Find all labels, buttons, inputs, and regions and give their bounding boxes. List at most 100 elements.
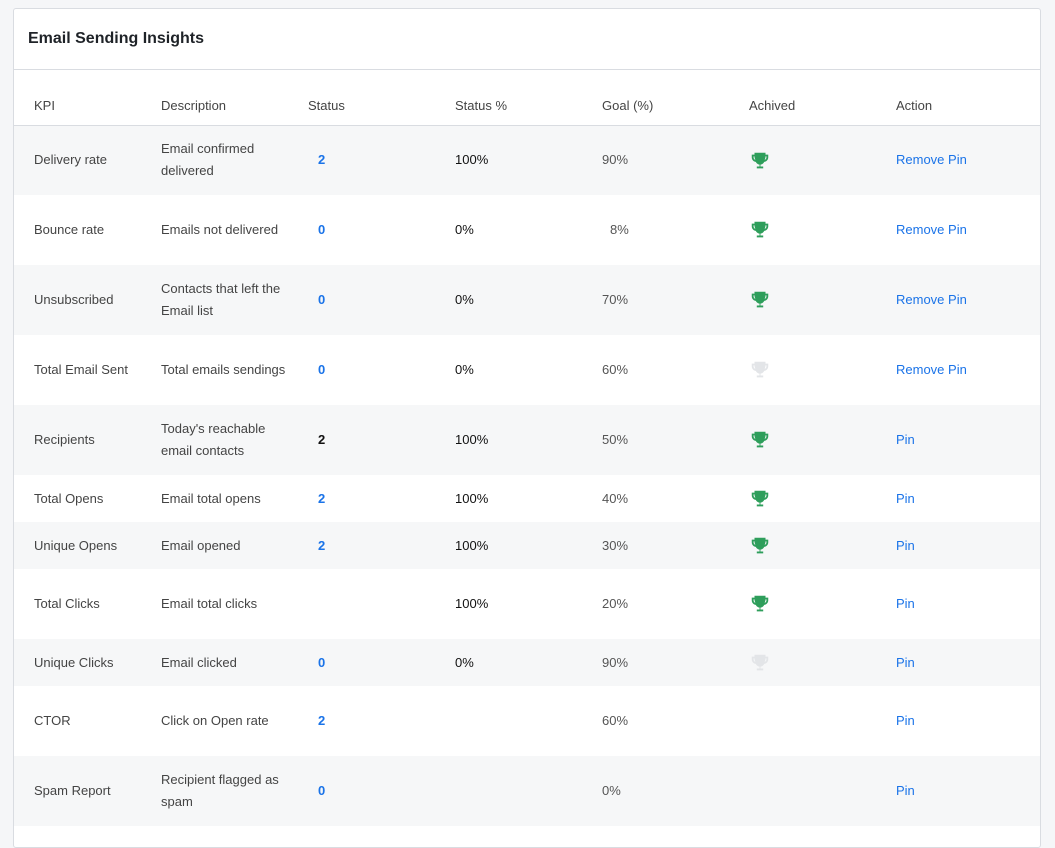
kpi-description: Total emails sendings [161, 362, 286, 377]
kpi-cell: Total Email Sent [14, 335, 161, 405]
table-row: Unsubscribed Contacts that left the Email… [14, 265, 1040, 335]
kpi-name: Unsubscribed [34, 292, 114, 307]
goal-cell: 70% [602, 265, 749, 335]
goal-value: 40% [602, 490, 629, 506]
status-value[interactable]: 0 [318, 783, 326, 798]
table-row: Spam Report Recipient flagged as spam 0 0% P… [14, 756, 1040, 826]
status-percent: 0% [455, 362, 474, 377]
kpi-cell: Bounce rate [14, 195, 161, 265]
goal-value: 70% [602, 292, 629, 307]
achieved-cell [749, 195, 896, 265]
status-cell: 2 [308, 522, 455, 569]
status-cell: 0 [308, 335, 455, 405]
table-row: Unique Opens Email opened 2 100% 30% Pin [14, 522, 1040, 569]
goal-value: 60% [602, 713, 629, 728]
kpi-description: Email confirmed delivered [161, 141, 255, 179]
description-cell: Total emails sendings [161, 335, 308, 405]
status-value[interactable]: 2 [318, 713, 326, 728]
description-cell: Email total clicks [161, 569, 308, 639]
pin-link[interactable]: Pin [896, 490, 915, 506]
status-value[interactable]: 0 [318, 654, 326, 670]
status-percent-cell: 100% [455, 522, 602, 569]
description-cell: Email confirmed delivered [161, 125, 308, 195]
kpi-description: Email total clicks [161, 596, 258, 611]
kpi-cell: Total Clicks [14, 569, 161, 639]
action-cell: Pin [896, 756, 1040, 826]
pin-link[interactable]: Pin [896, 783, 915, 798]
remove-pin-link[interactable]: Remove Pin [896, 222, 967, 237]
pin-link[interactable]: Pin [896, 713, 915, 728]
goal-cell: 20% [602, 569, 749, 639]
kpi-description: Email clicked [161, 654, 237, 670]
trophy-achieved-icon [749, 535, 771, 557]
pin-link[interactable]: Pin [896, 654, 915, 670]
goal-value: 50% [602, 432, 629, 447]
trophy-achieved-icon [749, 593, 771, 615]
description-cell: Email opened [161, 522, 308, 569]
table-header-row: KPI Description Status Status % Goal (%)… [14, 70, 1040, 125]
status-value[interactable]: 2 [318, 537, 326, 553]
remove-pin-link[interactable]: Remove Pin [896, 152, 967, 168]
card-title: Email Sending Insights [28, 30, 205, 47]
header-description: Description [161, 97, 227, 113]
goal-value: 90% [602, 654, 629, 670]
description-cell: Today's reachable email contacts [161, 405, 308, 475]
goal-value: 20% [602, 596, 629, 611]
table-row: Total Email Sent Total emails sendings 0 0%… [14, 335, 1040, 405]
status-percent: 0% [455, 292, 474, 307]
header-action: Action [896, 97, 933, 113]
achieved-cell [749, 405, 896, 475]
trophy-achieved-icon [749, 289, 771, 311]
status-percent: 0% [455, 222, 474, 237]
description-cell: Emails not delivered [161, 195, 308, 265]
status-value[interactable]: 2 [318, 490, 326, 506]
status-percent-cell: 100% [455, 569, 602, 639]
table-row: Total Clicks Email total clicks 100% 20% Pin [14, 569, 1040, 639]
pin-link[interactable]: Pin [896, 432, 915, 447]
status-value[interactable]: 2 [318, 152, 326, 168]
action-cell: Remove Pin [896, 125, 1040, 195]
kpi-cell: Delivery rate [14, 125, 161, 195]
kpi-cell: Total Opens [14, 475, 161, 522]
action-cell: Pin [896, 686, 1040, 756]
status-value[interactable]: 0 [318, 362, 326, 377]
action-cell: Pin [896, 405, 1040, 475]
remove-pin-link[interactable]: Remove Pin [896, 292, 967, 307]
status-percent-cell [455, 686, 602, 756]
goal-cell: 8% [602, 195, 749, 265]
kpi-description: Click on Open rate [161, 713, 269, 728]
status-percent-cell: 0% [455, 335, 602, 405]
pin-link[interactable]: Pin [896, 537, 915, 553]
trophy-not-achieved-icon [749, 359, 771, 381]
goal-cell: 60% [602, 335, 749, 405]
goal-value: 0% [602, 783, 621, 798]
goal-value: 60% [602, 362, 629, 377]
goal-cell: 30% [602, 522, 749, 569]
table-row: Total Opens Email total opens 2 100% 40% Pin [14, 475, 1040, 522]
kpi-description: Contacts that left the Email list [161, 281, 281, 318]
status-value[interactable] [308, 596, 318, 611]
trophy-achieved-icon [749, 219, 771, 241]
kpi-cell: Recipients [14, 405, 161, 475]
goal-value: 90% [602, 152, 629, 168]
pin-link[interactable]: Pin [896, 596, 915, 611]
kpi-description: Emails not delivered [161, 222, 279, 237]
kpi-cell: Spam Report [14, 756, 161, 826]
table-row: CTOR Click on Open rate 2 60% Pin [14, 686, 1040, 756]
action-cell: Remove Pin [896, 335, 1040, 405]
status-percent: 100% [455, 432, 489, 447]
kpi-cell: CTOR [14, 686, 161, 756]
status-percent-cell: 0% [455, 639, 602, 686]
card-header: Email Sending Insights [14, 9, 1040, 70]
status-percent-cell: 0% [455, 195, 602, 265]
remove-pin-link[interactable]: Remove Pin [896, 362, 967, 377]
action-cell: Pin [896, 639, 1040, 686]
status-percent: 100% [455, 537, 489, 553]
kpi-name: CTOR [34, 713, 71, 728]
status-value[interactable]: 0 [318, 222, 326, 237]
kpi-name: Recipients [34, 432, 95, 447]
table-row: Unique Clicks Email clicked 0 0% 90% Pin [14, 639, 1040, 686]
goal-cell: 50% [602, 405, 749, 475]
status-value[interactable]: 0 [318, 292, 326, 307]
kpi-description: Email opened [161, 537, 241, 553]
